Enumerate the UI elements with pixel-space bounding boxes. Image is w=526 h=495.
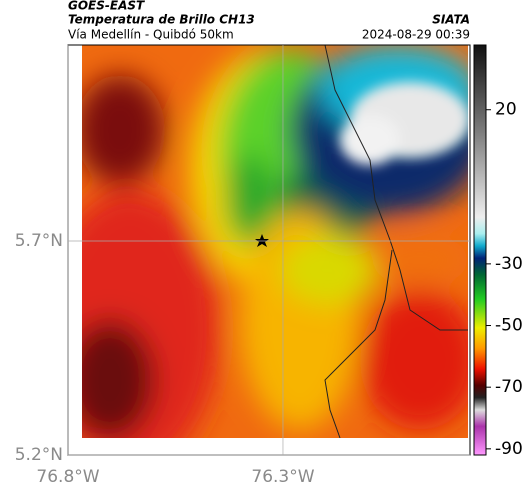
subtitle: Vía Medellín - Quibdó 50km — [68, 28, 234, 42]
source: GOES-EAST — [68, 0, 145, 13]
lon-tick-label: 76.3°W — [251, 467, 314, 487]
colorbar-tick-label: -50 — [495, 316, 523, 336]
datetime: 2024-08-29 00:39 — [362, 28, 470, 42]
colorbar-tick-label: 20 — [495, 100, 517, 120]
colorbar — [473, 44, 487, 456]
org: SIATA — [432, 13, 470, 27]
brightness-field — [82, 45, 468, 438]
colorbar-tick-label: -30 — [495, 254, 523, 274]
location-marker — [255, 234, 269, 247]
lat-tick-label: 5.2°N — [15, 445, 63, 465]
title: Temperatura de Brillo CH13 — [68, 13, 255, 27]
colorbar-tick-label: -90 — [495, 439, 523, 459]
lat-tick-label: 5.7°N — [15, 231, 63, 251]
lon-tick-label: 76.8°W — [36, 467, 99, 487]
colorbar-tick-label: -70 — [495, 377, 523, 397]
